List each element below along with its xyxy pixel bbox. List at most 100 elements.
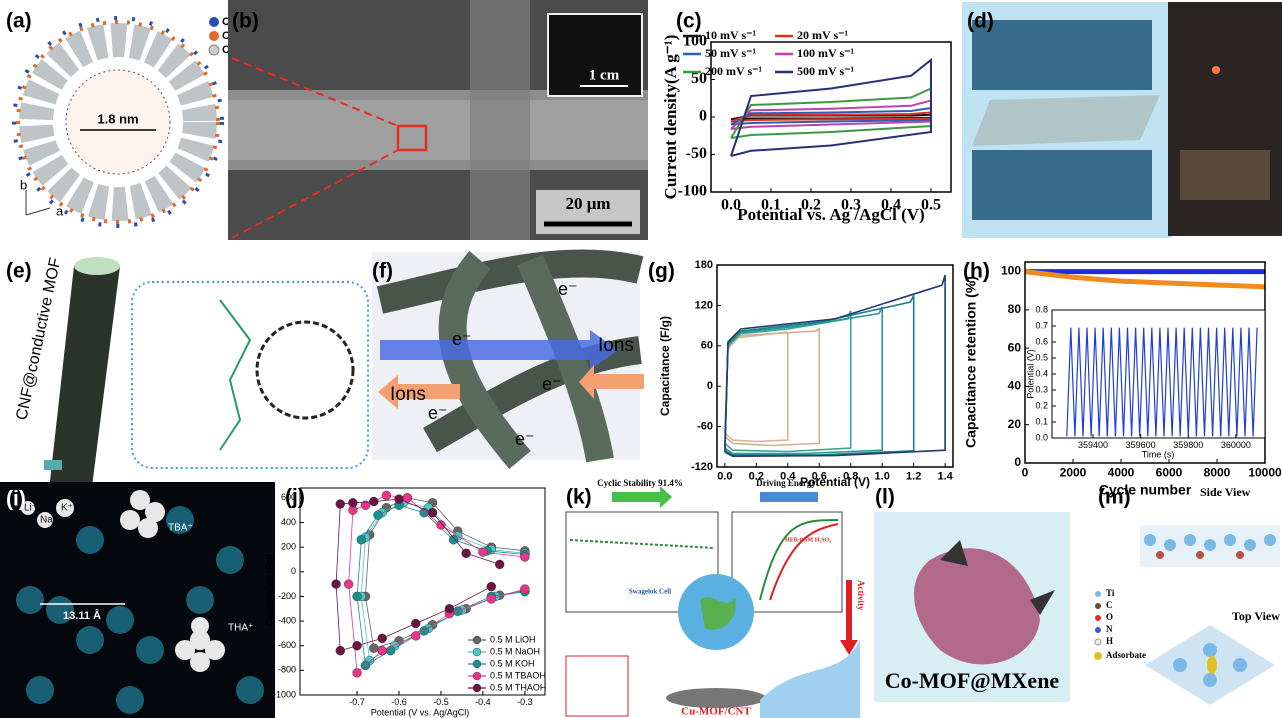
y-axis-label: Capacitance retention (%) xyxy=(963,276,979,448)
caption: Co-MOF@MXene xyxy=(885,668,1060,693)
legend-swatch xyxy=(472,635,482,645)
legend-label: C xyxy=(1106,600,1113,610)
y-tick-label: -400 xyxy=(278,615,296,625)
legend-label: H xyxy=(1106,636,1113,646)
ions-label: Ions xyxy=(598,335,634,356)
plot-frame xyxy=(716,264,954,468)
y-tick-label: 600 xyxy=(281,492,296,502)
data-point xyxy=(411,618,421,629)
annotation: Cu-MOF/CNT xyxy=(681,706,751,718)
data-point xyxy=(373,510,383,520)
data-point xyxy=(520,584,530,594)
legend-label: 100 mV s⁻¹ xyxy=(797,46,854,60)
y-tick-label: 0.8 xyxy=(1035,304,1048,314)
y-tick-label: 100 xyxy=(1001,264,1021,278)
y-tick-label: 60 xyxy=(701,340,713,352)
x-tick-label: 6000 xyxy=(1156,465,1183,479)
electron-label: e⁻ xyxy=(558,279,578,299)
x-tick-label: 0.8 xyxy=(843,470,858,482)
panel-label: (m) xyxy=(1098,486,1131,509)
annotation: Swagelok Cell xyxy=(629,588,671,596)
ions-label: Ions xyxy=(390,384,426,405)
data-point xyxy=(520,552,530,562)
data-point xyxy=(411,631,421,641)
panel-i-art xyxy=(0,482,275,718)
legend-label: Adsorbate xyxy=(1106,650,1146,660)
series-line xyxy=(724,331,789,443)
ion-label: Na⁺ xyxy=(40,515,58,526)
x-tick-label: 0 xyxy=(1022,465,1029,479)
data-point xyxy=(444,604,455,614)
y-tick-label: 50 xyxy=(691,70,707,87)
data-point xyxy=(335,645,345,656)
legend-label: 500 mV s⁻¹ xyxy=(797,64,854,78)
legend-label: N xyxy=(1106,624,1113,634)
x-axis-label: Time (s) xyxy=(1142,449,1175,459)
y-tick-label: 0.3 xyxy=(1035,384,1048,394)
y-tick-label: 180 xyxy=(695,259,713,271)
data-point xyxy=(494,559,505,570)
data-point xyxy=(377,645,387,656)
scale-label: 1 cm xyxy=(589,67,620,83)
panel-label: (k) xyxy=(566,486,592,509)
panel-label: (h) xyxy=(963,260,990,283)
legend-label: 0.5 M THAOH xyxy=(490,682,546,692)
x-tick-label: 0.4 xyxy=(881,196,901,213)
x-axis-label: Potential vs. Ag /AgCl (V) xyxy=(737,205,924,224)
panel-label: (l) xyxy=(875,486,895,509)
ion-label: K⁺ xyxy=(61,503,73,514)
x-tick-label: 359400 xyxy=(1078,440,1108,450)
data-point xyxy=(352,591,362,602)
electron-label: e⁻ xyxy=(452,329,472,349)
series-line xyxy=(724,294,915,456)
x-tick-label: 8000 xyxy=(1204,465,1231,479)
view-label: Top View xyxy=(1232,609,1280,623)
series-line xyxy=(1066,327,1258,437)
y-axis-label: Potential (V) xyxy=(1025,349,1035,399)
legend-label: 0.5 M KOH xyxy=(490,658,535,668)
x-tick-label: 0.5 xyxy=(921,196,941,213)
y-tick-label: 40 xyxy=(1008,379,1022,393)
series-line xyxy=(724,274,946,458)
data-point xyxy=(385,645,396,656)
data-point xyxy=(436,520,446,530)
data-point xyxy=(478,547,488,557)
panel-f-art xyxy=(372,249,644,469)
series-line xyxy=(364,497,525,649)
series-line xyxy=(348,494,526,674)
annotation: Activity xyxy=(856,580,866,611)
x-tick-label: 359600 xyxy=(1126,440,1156,450)
x-tick-label: 0.1 xyxy=(761,196,781,213)
view-label: Side View xyxy=(1200,485,1251,499)
legend-label: C xyxy=(222,44,230,56)
data-point xyxy=(369,496,379,507)
data-point xyxy=(369,643,379,653)
series-line xyxy=(335,498,500,652)
electron-label: e⁻ xyxy=(542,374,562,394)
plot-frame xyxy=(1051,309,1266,439)
distance-label: 13.11 Å xyxy=(63,609,101,622)
y-tick-label: 0.0 xyxy=(1035,432,1048,442)
panel-a-art xyxy=(12,16,224,228)
data-point xyxy=(394,494,404,504)
data-point xyxy=(348,498,358,508)
y-tick-label: 20 xyxy=(1008,417,1022,431)
annotation: Driving Energy xyxy=(756,478,816,488)
legend-swatch xyxy=(472,659,482,669)
ion-label: TBA⁺ xyxy=(168,523,193,534)
x-tick-label: 2000 xyxy=(1060,465,1087,479)
y-tick-label: -200 xyxy=(278,591,296,601)
panel-d-art xyxy=(962,2,1282,238)
y-axis-label: Capacitance (F/g) xyxy=(264,554,274,626)
data-point xyxy=(335,499,345,509)
panel-m-art xyxy=(1094,525,1280,705)
legend-label: 0.5 M NaOH xyxy=(490,646,540,656)
x-tick-label: 1.2 xyxy=(906,470,921,482)
y-axis-label: Capacitance (F/g) xyxy=(658,316,672,416)
data-point xyxy=(377,633,387,644)
y-tick-label: 0 xyxy=(1014,455,1021,469)
legend-label: 0.5 M LiOH xyxy=(490,634,536,644)
legend-label: 0.5 M TBAOH xyxy=(490,670,546,680)
x-axis-label: Potential (V vs. Ag/AgCl) xyxy=(371,707,470,717)
